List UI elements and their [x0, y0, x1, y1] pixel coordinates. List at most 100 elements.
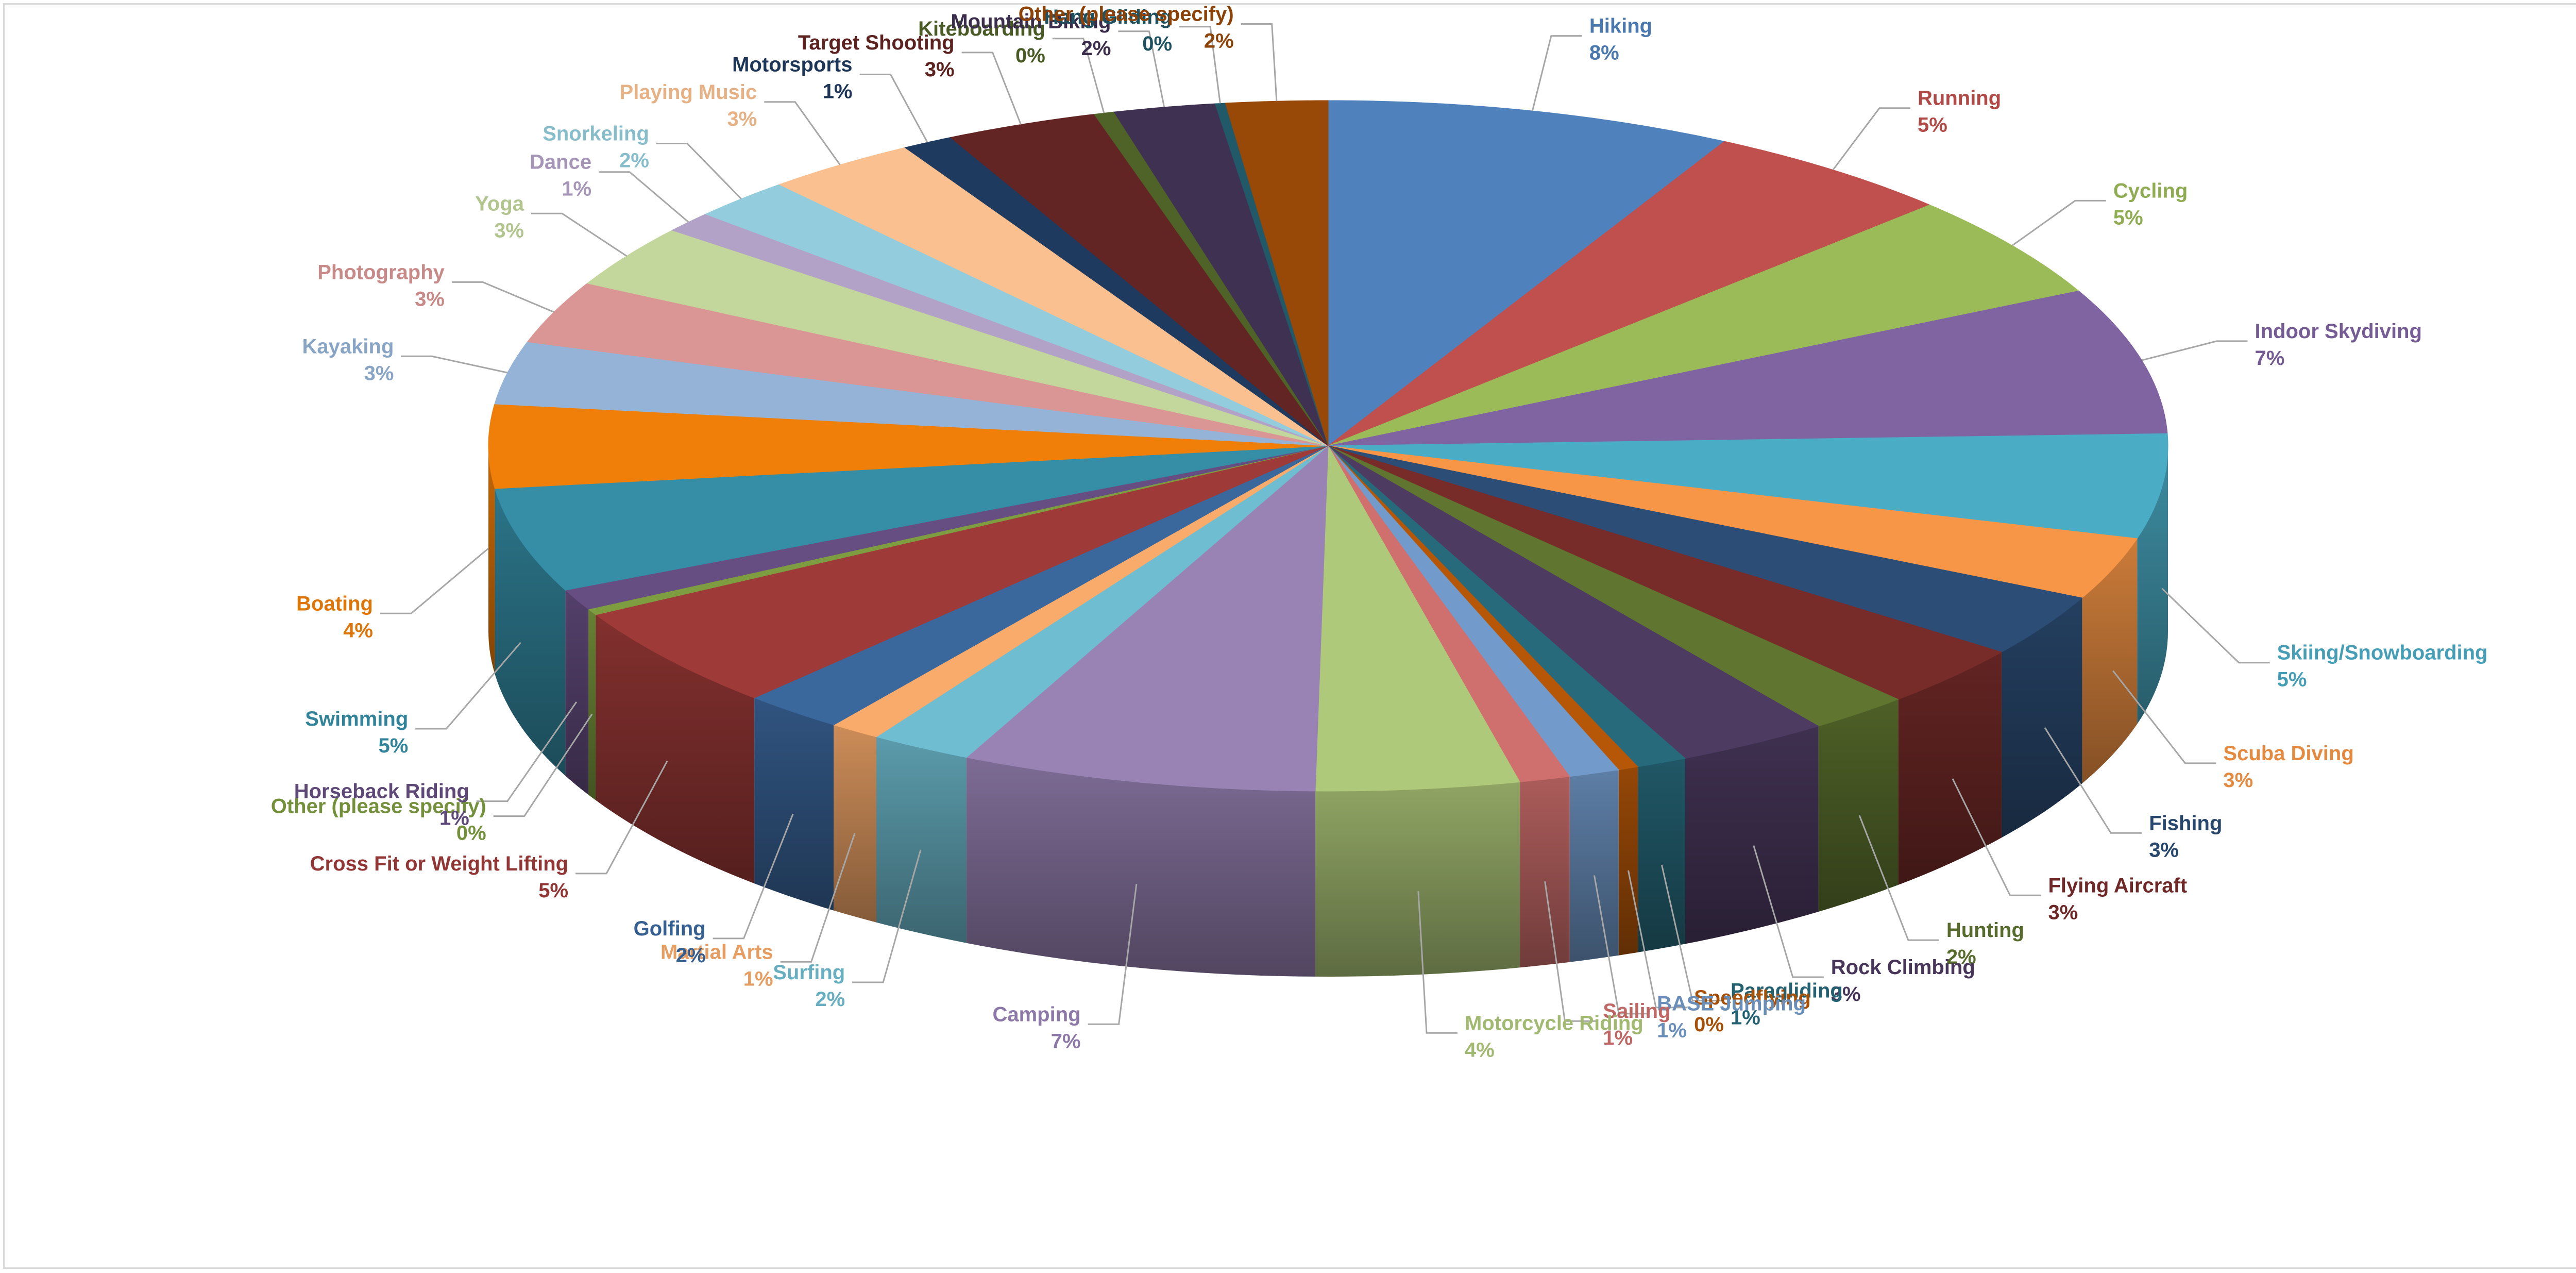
leader-line-30 — [859, 73, 928, 143]
leader-line-10 — [1660, 864, 1723, 1001]
leader-line-20 — [493, 713, 593, 817]
data-label-pct-34: 0% — [1142, 32, 1172, 55]
leader-line-27 — [599, 171, 689, 223]
leader-lines — [380, 23, 2270, 1034]
data-label-name-1: Running — [1918, 87, 2001, 110]
data-label-pct-33: 2% — [1081, 37, 1111, 60]
pie-slice-fishing — [1328, 445, 2083, 652]
pie-tops — [488, 100, 2168, 792]
leader-line-33 — [1118, 30, 1165, 108]
data-label-name-22: Swimming — [305, 708, 408, 730]
pie-slice-camping — [965, 445, 1329, 792]
data-label-pct-19: 5% — [538, 879, 568, 902]
pie-side-cross-fit-or-weight-lifting-shade — [596, 614, 755, 884]
data-label-name-24: Kayaking — [302, 335, 394, 358]
leader-line-29 — [764, 101, 841, 165]
leader-line-21 — [476, 701, 578, 802]
leader-line-5 — [2112, 670, 2216, 764]
pie-side-boating-shade — [488, 446, 495, 675]
pie-slice-surfing — [875, 445, 1329, 758]
data-label-pct-24: 3% — [364, 362, 394, 384]
leader-line-1 — [1832, 107, 1910, 171]
pie-slice-photography — [527, 283, 1329, 446]
data-label-name-32: Kiteboarding — [918, 18, 1045, 40]
data-label-name-5: Scuba Diving — [2223, 742, 2353, 765]
data-label-name-11: Speedflying — [1694, 986, 1811, 1009]
leader-line-31 — [961, 52, 1022, 125]
data-label-name-17: Martial Arts — [660, 941, 773, 963]
leader-line-19 — [575, 760, 668, 875]
data-label-pct-10: 1% — [1731, 1007, 1760, 1029]
data-label-pct-32: 0% — [1015, 44, 1045, 67]
data-label-pct-6: 3% — [2149, 839, 2179, 861]
data-label-name-29: Playing Music — [620, 81, 757, 104]
data-label-pct-9: 3% — [1831, 983, 1861, 1006]
leader-line-15 — [1088, 884, 1138, 1025]
data-label-name-33: Mountain Biking — [951, 10, 1111, 33]
data-label-pct-18: 2% — [676, 944, 706, 967]
data-label-name-26: Yoga — [475, 192, 524, 215]
data-label-name-2: Cycling — [2113, 179, 2188, 202]
data-label-pct-35: 2% — [1204, 30, 1234, 53]
data-label-name-31: Target Shooting — [798, 31, 955, 54]
data-label-name-6: Fishing — [2149, 812, 2222, 834]
leader-line-9 — [1753, 845, 1824, 978]
leader-line-23 — [380, 547, 489, 614]
pie-side-other-please-specify-shade — [588, 609, 596, 800]
data-label-pct-14: 4% — [1465, 1038, 1495, 1061]
pie-side-paragliding-shade — [1638, 758, 1685, 952]
leader-line-32 — [1052, 38, 1105, 113]
pie-slice-other-please-specify — [1225, 100, 1329, 446]
data-label-name-25: Photography — [317, 261, 445, 283]
data-label-pct-5: 3% — [2223, 769, 2253, 792]
leader-line-22 — [415, 642, 521, 730]
leader-line-16 — [852, 849, 922, 983]
data-label-name-27: Dance — [530, 151, 591, 174]
pie-side-motorcycle-riding-shade — [1315, 782, 1520, 977]
data-label-name-10: Paragliding — [1731, 980, 1843, 1002]
data-label-pct-3: 7% — [2255, 347, 2285, 370]
pie-slice-skiing-snowboarding — [1328, 433, 2168, 539]
data-label-pct-28: 2% — [619, 149, 649, 172]
pie-slice-scuba-diving — [1328, 445, 2138, 598]
data-label-name-12: BASE Jumping — [1657, 993, 1806, 1015]
data-label-pct-15: 7% — [1051, 1030, 1081, 1052]
leader-line-2 — [2011, 199, 2106, 246]
leader-line-12 — [1594, 875, 1650, 1015]
data-label-pct-21: 1% — [439, 807, 469, 830]
leader-line-24 — [401, 355, 508, 374]
pie-slice-yoga — [586, 230, 1329, 446]
data-label-name-3: Indoor Skydiving — [2255, 320, 2422, 343]
data-label-pct-27: 1% — [562, 178, 591, 200]
pie-slice-cross-fit-or-weight-lifting — [595, 445, 1329, 698]
pie-slice-sailing — [1328, 445, 1570, 782]
pie-slice-flying-aircraft — [1328, 445, 2003, 700]
pie-side-base-jumping-shade — [1569, 769, 1619, 962]
pie-side-martial-arts-shade — [834, 725, 876, 923]
data-label-name-23: Boating — [296, 592, 373, 615]
data-label-pct-17: 1% — [743, 967, 773, 990]
data-label-pct-26: 3% — [494, 219, 524, 242]
pie-slice-martial-arts — [833, 445, 1329, 738]
data-label-name-35: Other (please specify) — [1019, 3, 1234, 26]
leader-line-35 — [1241, 23, 1278, 102]
pie-side-swimming-shade — [495, 489, 566, 776]
data-label-name-20: Other (please specify) — [271, 795, 486, 818]
data-label-pct-13: 1% — [1603, 1027, 1633, 1049]
data-labels: Hiking 8% Running 5% Cycling 5% Indoor Skydivi… — [271, 3, 2488, 1062]
pie-slice-hunting — [1328, 445, 1899, 727]
pie-side-hunting-shade — [1818, 699, 1899, 912]
data-label-pct-23: 4% — [343, 619, 373, 642]
data-label-pct-4: 5% — [2277, 668, 2307, 691]
pie-side-golfing-shade — [754, 698, 834, 911]
data-label-name-8: Hunting — [1946, 919, 2024, 942]
data-label-pct-30: 1% — [823, 80, 853, 103]
pie-slice-golfing — [753, 445, 1329, 726]
leader-line-17 — [780, 832, 856, 963]
data-label-name-9: Rock Climbing — [1831, 956, 1975, 979]
data-label-name-34: Hang Gliding — [1044, 6, 1172, 28]
leader-line-18 — [713, 813, 794, 940]
leader-line-8 — [1858, 815, 1939, 941]
data-label-pct-1: 5% — [1918, 114, 1947, 137]
